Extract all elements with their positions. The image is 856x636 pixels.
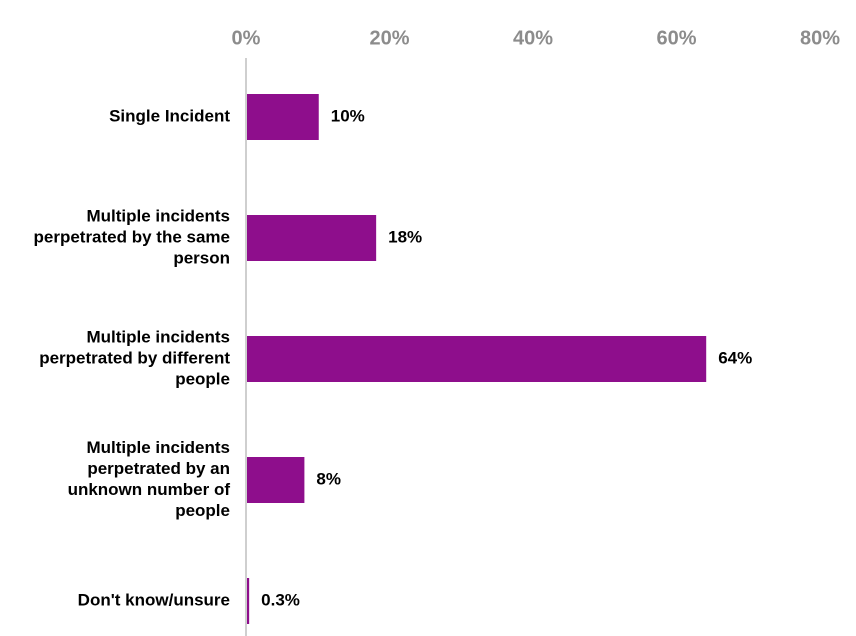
category-label-line: perpetrated by an	[87, 459, 230, 478]
bar	[247, 457, 305, 503]
x-tick-label: 20%	[369, 27, 409, 49]
data-label: 64%	[718, 348, 752, 367]
x-tick-label: 60%	[656, 27, 696, 49]
data-label: 10%	[331, 106, 365, 125]
category-label: Single Incident	[109, 106, 230, 125]
category-label: Multiple incidents perpetrated by differe…	[39, 327, 230, 388]
category-label-line: perpetrated by different	[39, 348, 230, 367]
category-label-line: people	[175, 369, 230, 388]
bar	[247, 215, 377, 261]
data-label: 8%	[316, 469, 341, 488]
data-label: 0.3%	[261, 590, 300, 609]
category-label: Multiple incidents perpetrated by an unkno…	[68, 438, 231, 520]
data-label: 18%	[388, 227, 422, 246]
bar	[247, 578, 250, 624]
x-tick-label: 40%	[513, 27, 553, 49]
category-label-line: Multiple incidents	[86, 438, 230, 457]
category-label-line: person	[173, 248, 230, 267]
data-labels: 10% 18% 64% 8% 0.3%	[261, 106, 752, 609]
x-tick-label: 0%	[232, 27, 261, 49]
category-label-line: unknown number of	[68, 480, 231, 499]
bar	[247, 336, 707, 382]
bars	[247, 94, 707, 624]
category-labels: Single Incident Multiple incidents perpetr…	[33, 106, 230, 609]
category-label: Don't know/unsure	[78, 590, 230, 609]
category-label-line: Multiple incidents	[86, 206, 230, 225]
category-label-line: Don't know/unsure	[78, 590, 230, 609]
bar	[247, 94, 319, 140]
category-label-line: perpetrated by the same	[33, 227, 230, 246]
category-label: Multiple incidents perpetrated by the sam…	[33, 206, 230, 267]
x-axis-ticks: 0% 20% 40% 60% 80%	[232, 27, 841, 49]
x-tick-label: 80%	[800, 27, 840, 49]
category-label-line: Single Incident	[109, 106, 230, 125]
category-label-line: Multiple incidents	[86, 327, 230, 346]
category-label-line: people	[175, 501, 230, 520]
